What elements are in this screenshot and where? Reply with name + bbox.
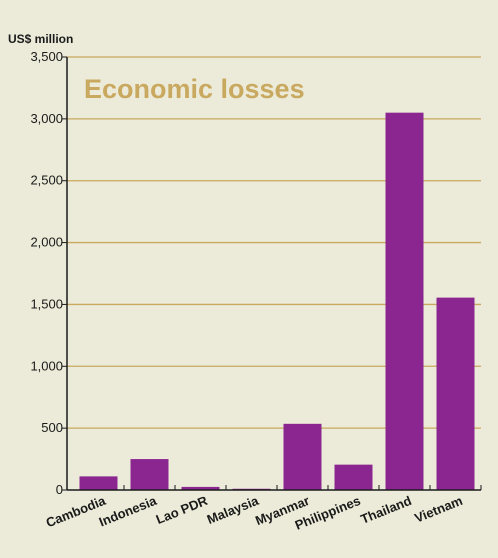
y-tick-label: 3,000 bbox=[30, 111, 63, 126]
y-tick-label: 500 bbox=[41, 420, 63, 435]
x-tick-label: Thailand bbox=[358, 493, 413, 527]
y-tick-label: 2,500 bbox=[30, 173, 63, 188]
x-tick-label: Malaysia bbox=[205, 493, 262, 528]
chart-title: Economic losses bbox=[84, 74, 305, 104]
y-tick-label: 0 bbox=[56, 482, 63, 497]
x-tick-label: Lao PDR bbox=[154, 493, 210, 527]
x-tick-label: Cambodia bbox=[44, 493, 109, 531]
y-axis-label: US$ million bbox=[8, 32, 73, 46]
bar-myanmar bbox=[284, 424, 322, 490]
y-tick-labels: 0 500 1,000 1,500 2,000 2,500 3,000 3,500 bbox=[30, 49, 63, 497]
bar-indonesia bbox=[131, 459, 169, 490]
y-tick-label: 1,500 bbox=[30, 296, 63, 311]
bar-vietnam bbox=[437, 298, 475, 490]
bar-cambodia bbox=[80, 476, 118, 490]
bar-philippines bbox=[335, 465, 373, 490]
y-tick-label: 3,500 bbox=[30, 49, 63, 64]
bar-thailand bbox=[386, 113, 424, 490]
bars bbox=[80, 113, 475, 490]
y-tick-label: 1,000 bbox=[30, 358, 63, 373]
y-tick-label: 2,000 bbox=[30, 235, 63, 250]
x-tick-label: Indonesia bbox=[97, 493, 160, 530]
x-tick-label: Vietnam bbox=[412, 493, 464, 526]
